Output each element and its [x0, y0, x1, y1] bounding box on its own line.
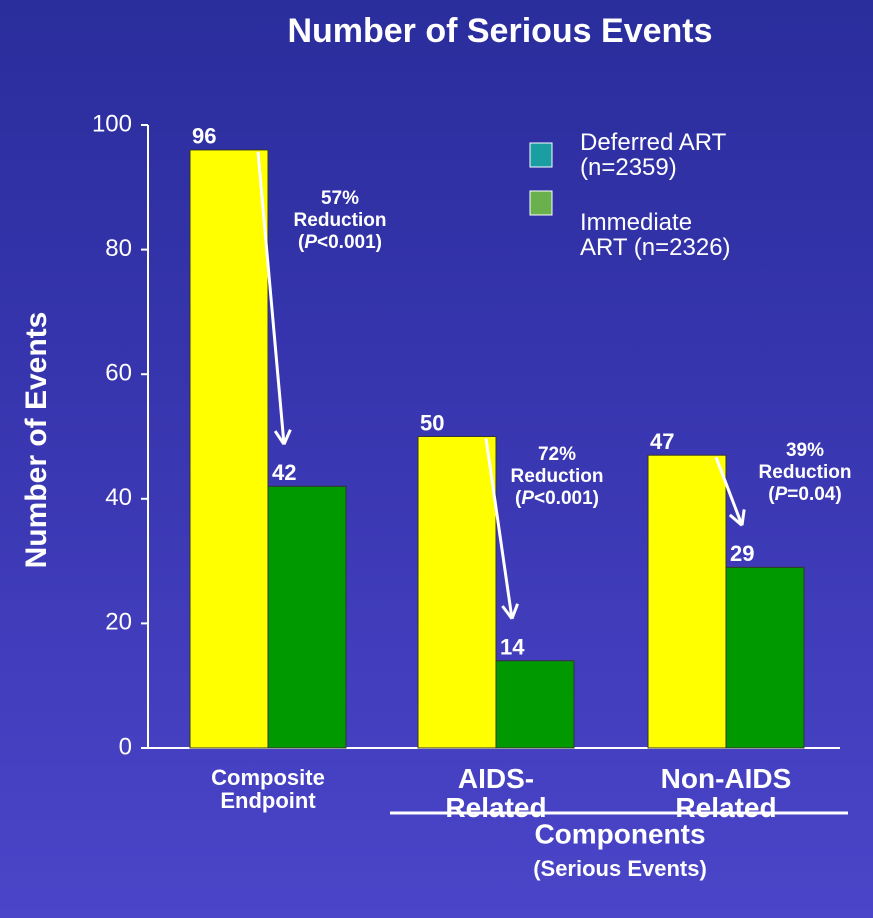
y-tick-label: 100: [92, 110, 132, 137]
annotation-line: Reduction: [510, 465, 604, 487]
annotation-p: (P=0.04): [740, 484, 870, 506]
annotation-p: (P<0.001): [275, 232, 405, 254]
annotation-part: =0.04): [787, 483, 842, 505]
x-tick-label: AIDS-Related: [445, 763, 547, 824]
arrow-shaft: [256, 151, 286, 445]
bar: [189, 149, 269, 749]
arrow-head: [728, 513, 743, 527]
data-label: 47: [650, 429, 674, 454]
arrow-head: [282, 429, 292, 445]
annotation: 39% Reduction (P=0.04): [740, 440, 870, 506]
bar: [495, 660, 575, 749]
group-title: Components: [534, 818, 705, 849]
y-tick-label: 40: [105, 484, 132, 511]
data-label: 96: [192, 124, 216, 149]
annotation-line: Reduction: [758, 461, 852, 483]
annotation-line: 57%: [320, 188, 360, 209]
annotation-line: 39%: [785, 440, 825, 461]
legend-swatch: [529, 142, 553, 168]
arrow-shaft: [714, 456, 744, 526]
y-axis-label: Number of Events: [20, 312, 53, 569]
data-label: 29: [730, 541, 754, 566]
arrow-head: [273, 430, 286, 446]
x-tick-label: Composite Endpoint: [211, 765, 325, 814]
arrow-shaft: [484, 438, 514, 619]
annotation-part: P: [521, 487, 535, 509]
arrow-head: [740, 509, 746, 526]
bar: [267, 485, 347, 749]
annotation-part: <0.001): [317, 231, 382, 253]
data-label: 50: [420, 410, 444, 435]
group-subtitle: (Serious Events): [533, 856, 707, 881]
annotation-line: Reduction: [293, 209, 387, 231]
annotation-part: <0.001): [534, 487, 599, 509]
annotation-part: P: [304, 231, 318, 253]
chart-title: Number of Serious Events: [287, 12, 712, 50]
annotation: 72% Reduction (P<0.001): [492, 444, 622, 510]
legend-label: Immediate ART (n=2326): [580, 209, 731, 262]
annotation-p: (P<0.001): [492, 488, 622, 510]
bar: [647, 454, 727, 749]
arrow-head: [510, 603, 519, 620]
annotation-part: P: [774, 483, 788, 505]
data-label: 14: [500, 635, 525, 660]
legend-swatch: [529, 190, 553, 216]
legend-label: Deferred ART (n=2359): [580, 129, 726, 182]
arrow-head: [501, 605, 514, 620]
y-tick-label: 80: [105, 235, 132, 262]
bar: [725, 566, 805, 749]
annotation-part: (: [515, 487, 522, 509]
annotation-line: 72%: [537, 444, 577, 465]
y-tick-label: 20: [105, 609, 132, 636]
x-tick-label: Non-AIDS Related: [660, 763, 792, 824]
y-tick-label: 0: [119, 733, 132, 760]
annotation-part: (: [298, 231, 305, 253]
y-tick-label: 60: [105, 360, 132, 387]
annotation-part: (: [768, 483, 775, 505]
annotation: 57% Reduction (P<0.001): [275, 188, 405, 254]
data-label: 42: [272, 460, 296, 485]
bar: [417, 436, 497, 749]
